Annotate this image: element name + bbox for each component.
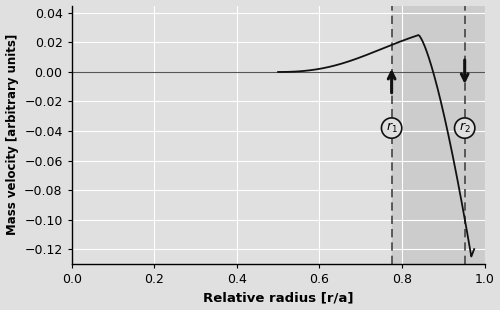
X-axis label: Relative radius [r/a]: Relative radius [r/a] [203, 291, 354, 304]
Text: $r_2$: $r_2$ [459, 121, 470, 135]
Text: $r_1$: $r_1$ [386, 121, 398, 135]
Bar [392, 6, 464, 264]
Y-axis label: Mass velocity [arbitrary units]: Mass velocity [arbitrary units] [6, 34, 18, 235]
Bar [464, 6, 484, 264]
